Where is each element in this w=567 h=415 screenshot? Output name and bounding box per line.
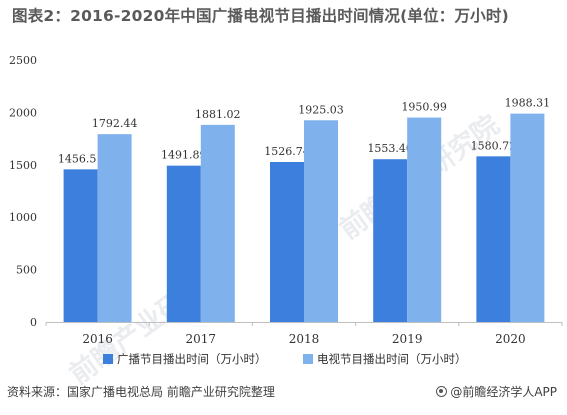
legend-swatch [103,354,113,364]
bar-radio [63,169,98,322]
bar-radio [166,165,201,322]
data-label-tv: 1925.03 [298,103,344,116]
brand-logo-icon [436,386,448,397]
bar-tv [97,134,132,322]
y-tick-label: 0 [30,316,37,329]
y-tick-label: 500 [16,264,37,277]
source-note: 资料来源：国家广播电视总局 前瞻产业研究院整理 [7,385,275,399]
data-label-radio: 1491.89 [161,149,207,162]
y-tick-label: 1000 [9,211,37,224]
x-tick-label: 2019 [392,332,423,346]
bar-radio [373,159,408,322]
data-label-tv: 1792.44 [92,117,138,130]
y-tick-label: 2500 [9,54,37,67]
legend-label: 电视节目播出时间（万小时） [317,352,467,366]
data-label-tv: 1988.31 [505,97,551,110]
brand-credit: @前瞻经济学人APP [436,383,557,400]
bar-radio [476,156,511,322]
bar-radio [270,161,304,322]
data-label-radio: 1526.74 [264,145,310,158]
x-tick-label: 2017 [186,332,217,346]
legend-label: 广播节目播出时间（万小时） [117,352,267,366]
x-tick-label: 2018 [289,332,320,346]
data-label-tv: 1950.99 [401,101,447,114]
x-tick-label: 2020 [495,332,526,346]
bar-tv [304,120,338,322]
y-tick-label: 1500 [9,159,37,172]
x-tick-label: 2016 [82,332,113,346]
bar-tv [407,117,442,322]
chart-title: 图表2：2016-2020年中国广播电视节目播出时间情况(单位：万小时) [12,7,509,25]
data-label-tv: 1881.02 [195,108,241,121]
legend-swatch [303,354,313,364]
data-label-radio: 1456.51 [58,152,104,165]
data-label-radio: 1580.72 [471,139,517,152]
bar-tv [510,113,545,322]
data-label-radio: 1553.40 [367,142,413,155]
brand-text: @前瞻经济学人APP [450,385,557,399]
y-tick-label: 2000 [9,106,37,119]
bar-tv [200,124,235,322]
